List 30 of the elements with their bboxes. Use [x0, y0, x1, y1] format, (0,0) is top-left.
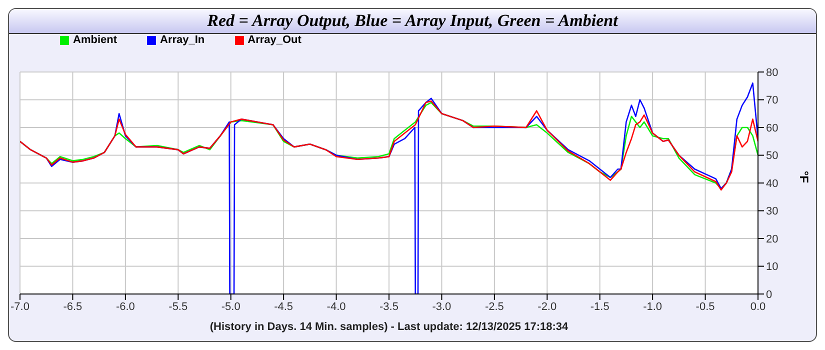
- x-tick-label: -4.5: [274, 300, 294, 313]
- x-tick-label: -3.0: [432, 300, 452, 313]
- x-tick-label: -2.5: [484, 300, 504, 313]
- y-tick-label: 30: [766, 206, 778, 218]
- chart-title: Red = Array Output, Blue = Array Input, Green = Ambient: [9, 9, 816, 34]
- x-tick-label: -3.5: [380, 300, 398, 313]
- x-tick-label: -5.0: [221, 300, 240, 313]
- x-tick-label: -7.0: [10, 300, 30, 313]
- y-tick-label: 0: [766, 288, 772, 301]
- legend-label: Array_In: [160, 34, 205, 46]
- y-tick-label: 70: [766, 94, 778, 107]
- y-axis-title: °F: [796, 170, 811, 183]
- x-tick-label: -6.0: [116, 300, 135, 313]
- legend-label: Array_Out: [248, 34, 302, 46]
- x-tick-label: 0.0: [750, 300, 766, 313]
- x-tick-label: -4.0: [326, 300, 346, 313]
- x-tick-label: -1.0: [643, 300, 662, 313]
- x-axis-title: (History in Days. 14 Min. samples) - Last update: 12/13/2025 17:18:34: [210, 321, 570, 333]
- x-tick-label: -5.5: [168, 300, 188, 313]
- x-tick-label: -2.0: [538, 300, 557, 313]
- legend-label: Ambient: [73, 34, 117, 46]
- y-tick-label: 10: [766, 261, 778, 274]
- y-tick-label: 40: [766, 178, 778, 190]
- y-tick-label: 60: [766, 122, 778, 134]
- x-tick-label: -1.5: [590, 300, 610, 313]
- x-tick-label: -0.5: [696, 300, 715, 313]
- x-tick-label: -6.5: [63, 300, 82, 313]
- y-tick-label: 80: [766, 66, 778, 79]
- y-tick-label: 20: [766, 233, 778, 246]
- y-tick-label: 50: [766, 150, 778, 162]
